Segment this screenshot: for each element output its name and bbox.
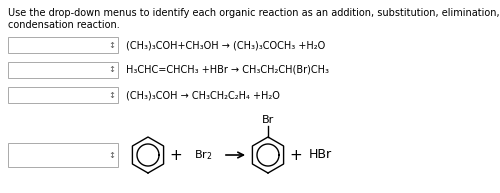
Text: (CH₃)₃COH+CH₃OH → (CH₃)₃COCH₃ +H₂O: (CH₃)₃COH+CH₃OH → (CH₃)₃COCH₃ +H₂O xyxy=(126,40,325,50)
Bar xyxy=(8,87,118,103)
Bar xyxy=(8,143,118,167)
Text: condensation reaction.: condensation reaction. xyxy=(8,20,120,30)
Text: (CH₃)₃COH → CH₃CH₂C₂H₄ +H₂O: (CH₃)₃COH → CH₃CH₂C₂H₄ +H₂O xyxy=(126,90,280,100)
Text: ↕: ↕ xyxy=(108,65,116,74)
Bar xyxy=(8,37,118,53)
Text: +: + xyxy=(170,147,182,163)
Bar xyxy=(8,62,118,78)
Text: ↕: ↕ xyxy=(108,91,116,100)
Text: HBr: HBr xyxy=(308,148,332,162)
Text: H₃CHC=CHCH₃ +HBr → CH₃CH₂CH(Br)CH₃: H₃CHC=CHCH₃ +HBr → CH₃CH₂CH(Br)CH₃ xyxy=(126,65,329,75)
Text: ↕: ↕ xyxy=(108,151,116,159)
Text: ↕: ↕ xyxy=(108,41,116,49)
Text: Use the drop-down menus to identify each organic reaction as an addition, substi: Use the drop-down menus to identify each… xyxy=(8,8,500,18)
Text: Br: Br xyxy=(262,115,274,125)
Text: +: + xyxy=(290,147,302,163)
Text: Br$_2$: Br$_2$ xyxy=(194,148,212,162)
